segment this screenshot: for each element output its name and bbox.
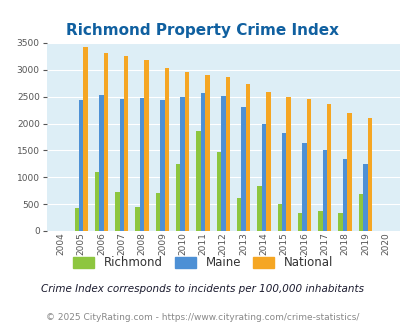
Bar bbox=[322, 150, 326, 231]
Bar bbox=[306, 99, 311, 231]
Bar bbox=[220, 96, 225, 231]
Bar bbox=[225, 77, 230, 231]
Bar bbox=[185, 73, 189, 231]
Bar bbox=[99, 95, 104, 231]
Bar bbox=[139, 98, 144, 231]
Bar bbox=[362, 164, 367, 231]
Bar bbox=[277, 204, 281, 231]
Text: Crime Index corresponds to incidents per 100,000 inhabitants: Crime Index corresponds to incidents per… bbox=[41, 284, 364, 294]
Bar bbox=[302, 143, 306, 231]
Bar bbox=[119, 99, 124, 231]
Bar bbox=[297, 213, 301, 231]
Bar bbox=[205, 75, 209, 231]
Text: Richmond Property Crime Index: Richmond Property Crime Index bbox=[66, 23, 339, 38]
Bar bbox=[180, 97, 185, 231]
Bar bbox=[124, 56, 128, 231]
Bar bbox=[286, 97, 290, 231]
Bar bbox=[367, 117, 371, 231]
Bar bbox=[241, 107, 245, 231]
Bar bbox=[347, 113, 351, 231]
Bar bbox=[83, 47, 87, 231]
Bar bbox=[237, 198, 241, 231]
Bar bbox=[266, 92, 270, 231]
Bar bbox=[79, 100, 83, 231]
Bar bbox=[216, 152, 220, 231]
Bar bbox=[200, 93, 205, 231]
Bar bbox=[75, 209, 79, 231]
Bar bbox=[176, 164, 180, 231]
Bar bbox=[257, 186, 261, 231]
Bar bbox=[144, 59, 148, 231]
Bar bbox=[196, 130, 200, 231]
Text: © 2025 CityRating.com - https://www.cityrating.com/crime-statistics/: © 2025 CityRating.com - https://www.city… bbox=[46, 313, 359, 322]
Bar bbox=[261, 123, 266, 231]
Bar bbox=[135, 207, 139, 231]
Bar bbox=[164, 68, 169, 231]
Legend: Richmond, Maine, National: Richmond, Maine, National bbox=[68, 252, 337, 274]
Bar bbox=[318, 211, 322, 231]
Bar bbox=[104, 52, 108, 231]
Bar bbox=[156, 193, 160, 231]
Bar bbox=[160, 100, 164, 231]
Bar bbox=[342, 159, 347, 231]
Bar bbox=[95, 172, 99, 231]
Bar bbox=[358, 194, 362, 231]
Bar bbox=[281, 133, 286, 231]
Bar bbox=[115, 192, 119, 231]
Bar bbox=[326, 104, 331, 231]
Bar bbox=[338, 213, 342, 231]
Bar bbox=[245, 84, 249, 231]
